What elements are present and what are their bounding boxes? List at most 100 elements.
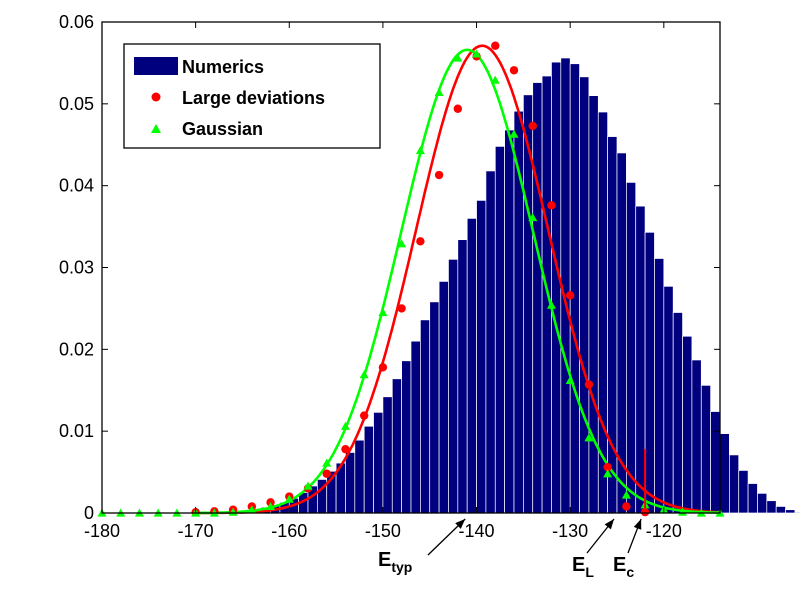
x-tick-label: -120 <box>646 521 682 541</box>
legend-swatch-large-deviations <box>151 92 161 102</box>
x-tick-label: -130 <box>552 521 588 541</box>
point-large-deviations <box>622 502 631 511</box>
y-tick-label: 0 <box>84 503 94 523</box>
point-large-deviations <box>603 462 612 472</box>
legend-label-gaussian: Gaussian <box>182 119 263 139</box>
point-large-deviations <box>491 41 500 50</box>
histogram-bar <box>775 506 786 514</box>
point-gaussian <box>284 494 294 503</box>
histogram-bar <box>672 312 683 514</box>
histogram-bar <box>747 483 758 514</box>
point-gaussian <box>678 507 688 516</box>
point-large-deviations <box>509 66 519 75</box>
histogram-bar <box>420 319 431 514</box>
point-large-deviations <box>397 304 406 313</box>
histogram-bar <box>466 218 477 514</box>
point-gaussian <box>546 300 556 309</box>
histogram-bar <box>494 146 505 514</box>
y-tick-label: 0.05 <box>59 94 94 114</box>
point-large-deviations <box>547 201 556 210</box>
point-gaussian <box>415 145 425 155</box>
point-gaussian <box>621 490 631 499</box>
histogram-bar <box>457 239 468 514</box>
point-gaussian <box>378 308 388 317</box>
histogram-bar <box>345 452 356 514</box>
point-gaussian <box>397 239 407 248</box>
histogram-bar <box>719 433 730 514</box>
point-gaussian <box>434 87 444 96</box>
legend-swatch-numerics <box>134 57 178 75</box>
annotation-arrow-e-c-head <box>633 519 642 530</box>
histogram-bar <box>438 281 449 514</box>
legend-swatch-gaussian <box>151 124 161 133</box>
x-tick-label: -180 <box>84 521 120 541</box>
axis-ticks: -180 -170 -160 -150 -140 -130 -120 0 0.01 0.02 0.0… <box>59 12 720 541</box>
histogram-bar <box>551 61 562 514</box>
histogram-bar <box>504 129 515 514</box>
point-gaussian <box>340 421 350 430</box>
histogram-bar <box>448 258 459 514</box>
histogram-bar <box>644 231 655 514</box>
point-gaussian <box>247 505 257 514</box>
point-large-deviations <box>584 380 594 389</box>
point-large-deviations <box>359 411 369 420</box>
point-gaussian <box>472 49 482 58</box>
point-large-deviations <box>341 444 350 454</box>
point-gaussian <box>453 53 463 62</box>
histogram-bar <box>738 470 749 514</box>
histogram-bar <box>373 411 384 514</box>
histogram-bar <box>588 95 599 514</box>
annotation-e-l: EL <box>572 554 594 580</box>
point-gaussian <box>509 129 519 138</box>
point-gaussian <box>584 433 594 442</box>
legend: Numerics Large deviations Gaussian <box>123 43 381 149</box>
point-gaussian <box>266 501 276 511</box>
point-large-deviations <box>322 469 331 478</box>
point-large-deviations <box>565 291 575 300</box>
histogram-bar <box>569 63 580 514</box>
point-large-deviations <box>378 363 388 372</box>
point-large-deviations <box>434 170 444 180</box>
histogram-bar <box>729 454 740 514</box>
series-line-large-deviations <box>195 44 721 515</box>
y-tick-label: 0.04 <box>59 176 94 196</box>
histogram-bar <box>794 511 800 514</box>
histogram-bar <box>532 82 543 514</box>
annotation-arrow-e-l-head <box>604 519 614 530</box>
histogram-bar <box>410 340 421 514</box>
point-gaussian <box>490 75 500 84</box>
x-tick-label: -160 <box>271 521 307 541</box>
point-gaussian <box>228 507 238 516</box>
series-markers <box>97 41 725 517</box>
y-tick-label: 0.01 <box>59 421 94 441</box>
y-tick-label: 0.03 <box>59 258 94 278</box>
legend-label-numerics: Numerics <box>182 57 264 77</box>
x-tick-label: -150 <box>365 521 401 541</box>
y-tick-label: 0.02 <box>59 339 94 359</box>
point-gaussian <box>322 458 332 467</box>
histogram-bar <box>485 170 496 514</box>
histogram-bar <box>354 439 365 514</box>
annotations: Etyp EL Ec <box>378 518 642 580</box>
annotation-e-typ: Etyp <box>378 549 412 575</box>
histogram-bar <box>700 384 711 514</box>
histogram-bar <box>710 411 721 514</box>
histogram-bar <box>785 509 796 514</box>
point-large-deviations <box>453 104 463 113</box>
histogram-bar <box>476 200 487 514</box>
y-tick-label: 0.06 <box>59 12 94 32</box>
histogram-bar <box>607 136 618 514</box>
legend-label-large-deviations: Large deviations <box>182 88 325 108</box>
histogram-bar <box>654 258 665 514</box>
point-gaussian <box>565 375 575 385</box>
point-gaussian <box>528 213 538 222</box>
histogram-bar <box>635 205 646 514</box>
point-large-deviations <box>528 121 537 131</box>
histogram-bar <box>391 378 402 514</box>
annotation-arrow-e-typ-head <box>455 519 466 529</box>
histogram-bar <box>682 335 693 514</box>
point-gaussian <box>303 481 313 490</box>
x-tick-label: -140 <box>459 521 495 541</box>
histogram-bar <box>766 500 777 514</box>
